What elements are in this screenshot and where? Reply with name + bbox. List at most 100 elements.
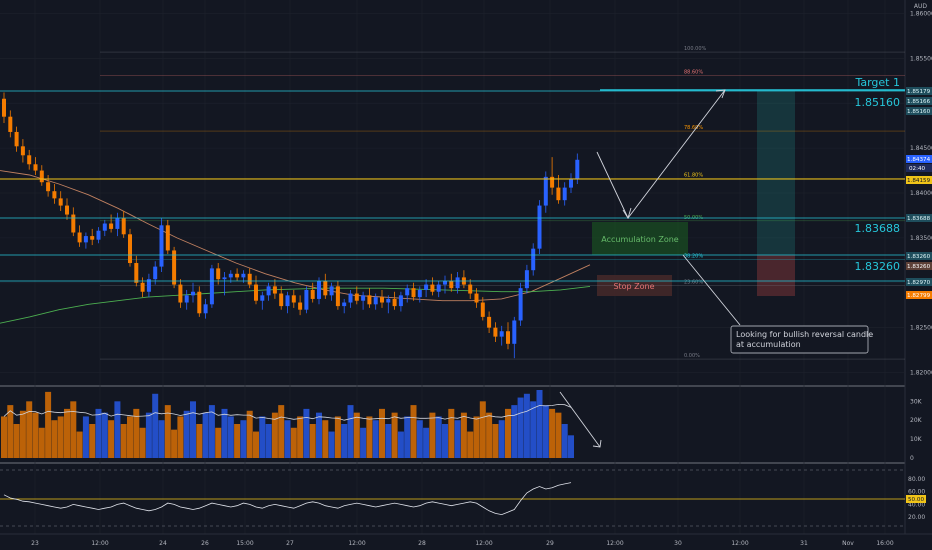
fib-level-label: 38.20% <box>684 253 703 259</box>
time-tick-label: 31 <box>800 540 808 547</box>
candle-body <box>247 273 252 285</box>
volume-bar <box>32 412 39 458</box>
volume-bar <box>486 412 493 458</box>
flag-stop-low-bg <box>906 291 932 299</box>
candle-body <box>537 205 542 249</box>
volume-bar <box>70 401 77 458</box>
note-callout[interactable]: Looking for bullish reversal candle at a… <box>730 325 873 354</box>
candle-body <box>272 286 277 294</box>
volume-bar <box>303 408 310 458</box>
volume-bar <box>101 412 108 458</box>
volume-axis: 30K 20K 10K 0 <box>910 398 923 462</box>
osc-mid-flag-bg <box>906 495 926 503</box>
candle-body <box>178 284 183 303</box>
fib-level-label: 0.00% <box>684 353 700 359</box>
oscillator <box>0 469 905 527</box>
candle-body <box>512 320 517 344</box>
candle-body <box>411 288 416 298</box>
candle-body <box>121 218 126 235</box>
candle-body <box>146 279 151 292</box>
candle-body <box>468 284 473 294</box>
entry-level-label: 1.83688 <box>855 222 901 235</box>
candle-body <box>52 191 57 199</box>
stop-zone-label: Stop Zone <box>613 282 654 291</box>
candle-body <box>449 280 454 289</box>
candle-body <box>424 284 429 290</box>
volume-bar <box>259 416 266 458</box>
candle-body <box>380 297 384 303</box>
volume-bar <box>133 408 140 458</box>
oscillator-axis: 80.00 60.00 40.00 20.00 <box>908 476 925 521</box>
volume-bar <box>479 401 486 458</box>
flag-zone-mid-bg <box>906 262 932 270</box>
candle-body <box>203 304 208 314</box>
osc-tick-label: 60.00 <box>908 489 925 496</box>
flag-fib-bg <box>906 97 932 105</box>
flag-target-bg <box>906 87 932 95</box>
volume-bar <box>334 416 341 458</box>
candle-body <box>20 146 25 156</box>
note-pointer-line <box>682 254 741 326</box>
candle-body <box>455 277 460 289</box>
candle-body <box>71 214 76 233</box>
fib-level-label: 100.00% <box>684 46 706 52</box>
flag-tp-bg <box>906 107 932 115</box>
volume-bar <box>505 408 511 458</box>
flag-stop-text: 1.82970 <box>907 280 931 286</box>
volume-bar <box>1 416 7 458</box>
volume-bar <box>555 412 562 458</box>
candlesticks <box>2 92 580 359</box>
volume-bar <box>190 401 196 458</box>
moving-averages <box>0 170 591 324</box>
loss-zone <box>757 255 795 296</box>
volume-bar <box>561 424 568 458</box>
volume-bar <box>64 408 70 458</box>
volume-bar <box>391 412 398 458</box>
candle-body <box>77 232 82 243</box>
volume-bar <box>45 391 52 458</box>
volume-bar <box>429 412 436 458</box>
volume-bar <box>221 408 228 458</box>
candle-body <box>197 291 202 314</box>
volume-bar <box>353 412 360 458</box>
candle-body <box>398 295 403 307</box>
candle-body <box>310 289 315 299</box>
tp-level-label: 1.85160 <box>855 96 901 109</box>
flag-current-text: 1.84374 <box>907 157 931 163</box>
arrowhead-up <box>715 89 726 99</box>
volume-bar <box>290 427 297 458</box>
time-axis[interactable]: 23 12:00 24 26 15:00 27 12:00 28 12:00 29 12:00 30 1… <box>31 540 894 547</box>
time-tick-label: 12:00 <box>606 540 623 547</box>
candle-body <box>323 280 328 296</box>
candle-body <box>8 116 13 132</box>
volume-tick-label: 10K <box>910 436 923 443</box>
volume-bar <box>76 431 83 458</box>
price-tick-label: 1.83500 <box>910 235 932 242</box>
time-tick-label: 12:00 <box>731 540 748 547</box>
volume-bar <box>7 405 14 458</box>
price-tick-label: 1.85500 <box>910 55 932 62</box>
volume-bar <box>360 427 367 458</box>
flag-tp-text: 1.85160 <box>907 109 931 115</box>
currency-label: AUD <box>914 3 927 10</box>
note-box <box>730 325 869 354</box>
candle-body <box>102 223 107 231</box>
candle-body <box>562 187 567 201</box>
volume-bar <box>114 401 121 458</box>
volume-bar <box>473 416 480 458</box>
note-line-1: Looking for bullish reversal candle <box>736 330 873 339</box>
fib-level-label: 23.60% <box>684 279 703 285</box>
flag-target-text: 1.85179 <box>907 89 931 95</box>
volume-bar <box>542 405 549 458</box>
volume-bar <box>26 401 33 458</box>
candle-body <box>65 205 69 215</box>
candle-body <box>430 284 435 292</box>
volume-bar <box>13 424 20 458</box>
candle-body <box>405 288 410 296</box>
candle-body <box>2 98 6 117</box>
candle-body <box>348 293 353 303</box>
volume-bar <box>410 405 417 458</box>
osc-tick-label: 20.00 <box>908 514 925 521</box>
flag-zone-mid-text: 1.83260 <box>907 264 931 270</box>
